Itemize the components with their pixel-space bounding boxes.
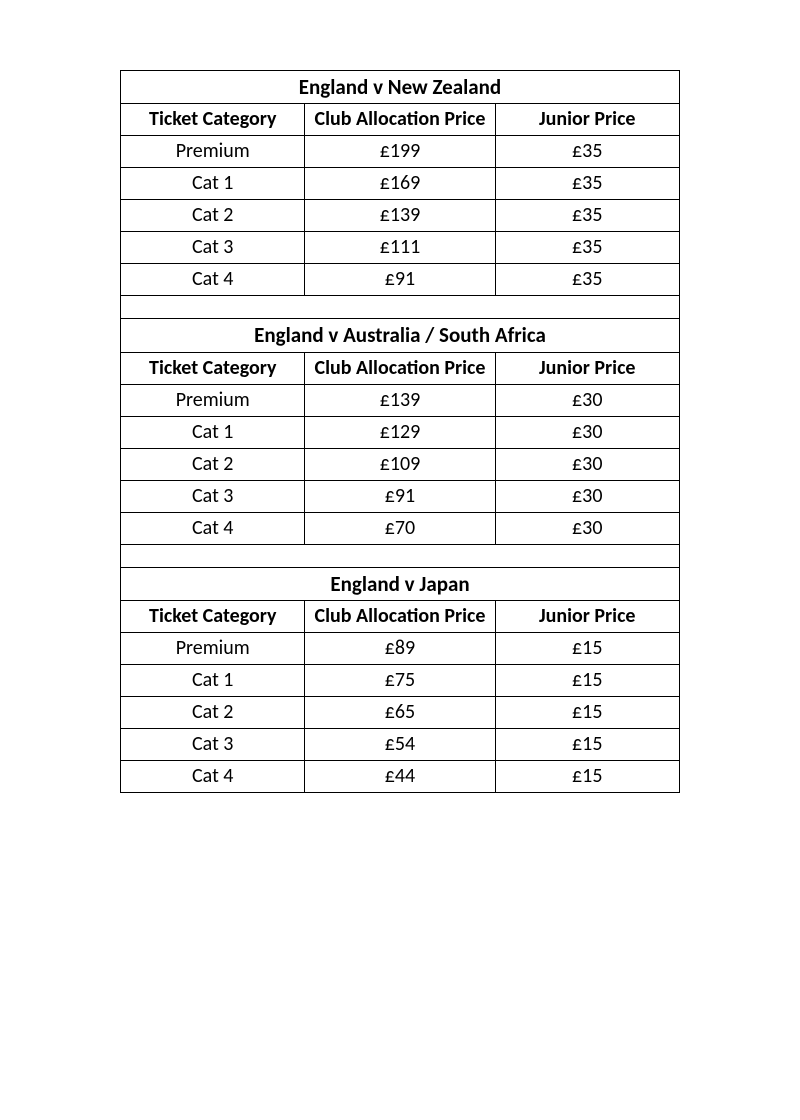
- cell-category: Cat 2: [121, 448, 305, 480]
- table-row: Premium £199 £35: [121, 136, 680, 168]
- cell-club: £129: [305, 416, 495, 448]
- cell-club: £169: [305, 168, 495, 200]
- col-header-junior: Junior Price: [495, 104, 679, 136]
- cell-junior: £15: [495, 728, 679, 760]
- table-row: Cat 3 £54 £15: [121, 728, 680, 760]
- cell-category: Cat 4: [121, 264, 305, 296]
- col-header-category: Ticket Category: [121, 600, 305, 632]
- section-title: England v Japan: [121, 567, 680, 600]
- table-row: Cat 1 £129 £30: [121, 416, 680, 448]
- cell-junior: £35: [495, 136, 679, 168]
- table-row: Premium £139 £30: [121, 384, 680, 416]
- cell-club: £111: [305, 232, 495, 264]
- table-row: Cat 2 £139 £35: [121, 200, 680, 232]
- cell-club: £91: [305, 264, 495, 296]
- cell-category: Cat 1: [121, 168, 305, 200]
- cell-junior: £30: [495, 512, 679, 544]
- cell-category: Cat 3: [121, 728, 305, 760]
- cell-category: Premium: [121, 136, 305, 168]
- col-header-junior: Junior Price: [495, 600, 679, 632]
- table-row: Premium £89 £15: [121, 632, 680, 664]
- cell-junior: £15: [495, 696, 679, 728]
- cell-junior: £30: [495, 480, 679, 512]
- col-header-category: Ticket Category: [121, 104, 305, 136]
- section-title: England v Australia / South Africa: [121, 319, 680, 352]
- cell-club: £54: [305, 728, 495, 760]
- cell-category: Cat 4: [121, 512, 305, 544]
- cell-junior: £35: [495, 200, 679, 232]
- cell-category: Cat 2: [121, 200, 305, 232]
- table-row: Cat 4 £91 £35: [121, 264, 680, 296]
- cell-club: £139: [305, 384, 495, 416]
- section-spacer: [121, 544, 680, 567]
- cell-club: £65: [305, 696, 495, 728]
- cell-category: Premium: [121, 632, 305, 664]
- cell-category: Cat 1: [121, 416, 305, 448]
- section-title: England v New Zealand: [121, 71, 680, 104]
- cell-club: £139: [305, 200, 495, 232]
- cell-club: £91: [305, 480, 495, 512]
- table-row: Cat 1 £169 £35: [121, 168, 680, 200]
- cell-junior: £35: [495, 264, 679, 296]
- cell-junior: £35: [495, 168, 679, 200]
- table-row: Cat 3 £91 £30: [121, 480, 680, 512]
- table-row: Cat 4 £70 £30: [121, 512, 680, 544]
- cell-category: Cat 3: [121, 232, 305, 264]
- cell-category: Cat 1: [121, 664, 305, 696]
- cell-junior: £30: [495, 416, 679, 448]
- cell-club: £109: [305, 448, 495, 480]
- ticket-pricing-table: England v New Zealand Ticket Category Cl…: [120, 70, 680, 793]
- col-header-club: Club Allocation Price: [305, 104, 495, 136]
- cell-club: £75: [305, 664, 495, 696]
- cell-junior: £15: [495, 760, 679, 792]
- cell-category: Premium: [121, 384, 305, 416]
- table-row: Cat 1 £75 £15: [121, 664, 680, 696]
- table-row: Cat 4 £44 £15: [121, 760, 680, 792]
- section-spacer: [121, 296, 680, 319]
- col-header-junior: Junior Price: [495, 352, 679, 384]
- cell-club: £44: [305, 760, 495, 792]
- table-row: Cat 2 £109 £30: [121, 448, 680, 480]
- cell-junior: £35: [495, 232, 679, 264]
- cell-junior: £30: [495, 448, 679, 480]
- cell-category: Cat 2: [121, 696, 305, 728]
- cell-junior: £15: [495, 664, 679, 696]
- cell-junior: £15: [495, 632, 679, 664]
- cell-club: £89: [305, 632, 495, 664]
- cell-category: Cat 3: [121, 480, 305, 512]
- cell-club: £199: [305, 136, 495, 168]
- col-header-club: Club Allocation Price: [305, 600, 495, 632]
- cell-junior: £30: [495, 384, 679, 416]
- col-header-club: Club Allocation Price: [305, 352, 495, 384]
- table-row: Cat 3 £111 £35: [121, 232, 680, 264]
- cell-club: £70: [305, 512, 495, 544]
- col-header-category: Ticket Category: [121, 352, 305, 384]
- cell-category: Cat 4: [121, 760, 305, 792]
- table-row: Cat 2 £65 £15: [121, 696, 680, 728]
